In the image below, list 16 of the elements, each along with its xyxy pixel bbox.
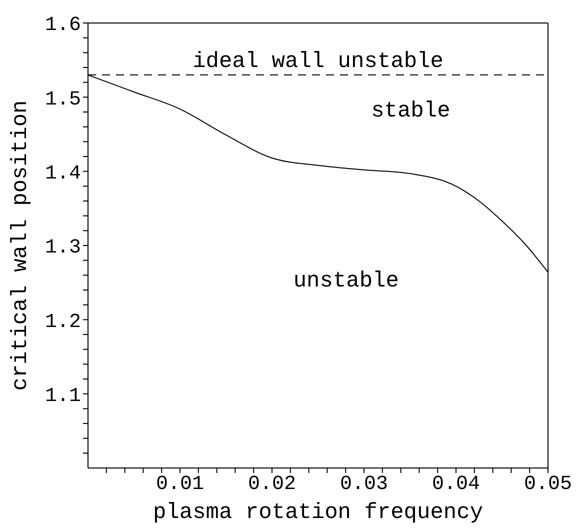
ref-line-label: ideal wall unstable xyxy=(192,48,444,74)
y-tick-label: 1.3 xyxy=(44,236,81,260)
y-tick-label: 1.6 xyxy=(44,14,81,38)
y-tick-label: 1.2 xyxy=(44,310,81,334)
y-tick-label: 1.4 xyxy=(44,162,81,186)
annotation: stable xyxy=(371,98,450,124)
x-tick-label: 0.05 xyxy=(524,473,572,496)
x-tick-label: 0.04 xyxy=(432,473,480,496)
x-tick-label: 0.03 xyxy=(340,473,388,496)
y-axis-title: critical wall position xyxy=(8,100,33,391)
y-tick-label: 1.5 xyxy=(44,88,81,112)
annotation: unstable xyxy=(293,268,399,294)
x-tick-label: 0.02 xyxy=(248,473,296,496)
x-axis-title: plasma rotation frequency xyxy=(152,500,484,525)
x-tick-label: 0.01 xyxy=(156,473,204,496)
y-tick-label: 1.1 xyxy=(44,384,81,408)
